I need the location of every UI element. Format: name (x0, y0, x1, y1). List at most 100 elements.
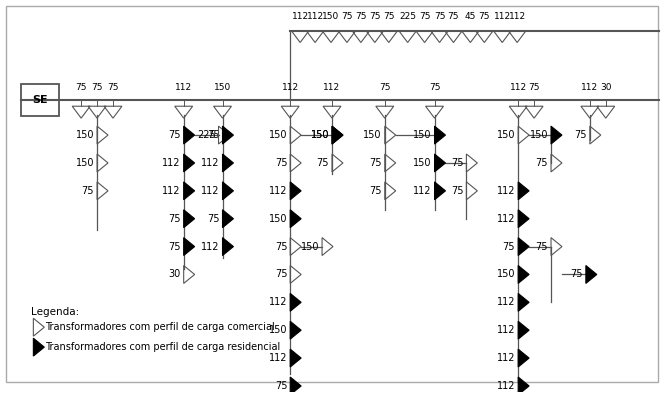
Text: 75: 75 (168, 130, 181, 140)
Text: SE: SE (33, 95, 48, 105)
Text: 75: 75 (419, 12, 430, 20)
Text: 75: 75 (451, 186, 464, 196)
Polygon shape (184, 210, 195, 228)
Polygon shape (518, 377, 529, 393)
Text: 75: 75 (369, 186, 382, 196)
Text: 112: 112 (175, 83, 192, 92)
Text: 225: 225 (399, 12, 416, 20)
Text: 112: 112 (496, 353, 515, 363)
Polygon shape (290, 321, 301, 339)
Bar (21, 84, 60, 116)
Text: 112: 112 (201, 242, 219, 252)
Text: 150: 150 (269, 130, 287, 140)
Polygon shape (435, 126, 446, 144)
Text: 75: 75 (379, 83, 391, 92)
Text: 150: 150 (76, 130, 94, 140)
Text: 150: 150 (363, 130, 382, 140)
Text: 112: 112 (494, 12, 511, 20)
Polygon shape (223, 210, 233, 228)
Polygon shape (184, 238, 195, 255)
Text: 75: 75 (355, 12, 367, 20)
Text: 45: 45 (465, 12, 476, 20)
Text: 75: 75 (369, 12, 381, 20)
Polygon shape (518, 349, 529, 367)
Polygon shape (184, 182, 195, 200)
Polygon shape (435, 154, 446, 172)
Polygon shape (586, 266, 597, 283)
Polygon shape (290, 182, 301, 200)
Text: 112: 112 (201, 186, 219, 196)
Text: 75: 75 (76, 83, 87, 92)
Text: 150: 150 (76, 158, 94, 168)
Text: 112: 112 (269, 186, 287, 196)
Text: 75: 75 (536, 158, 548, 168)
Text: 150: 150 (214, 83, 231, 92)
Text: 75: 75 (207, 214, 219, 224)
Text: 150: 150 (413, 158, 432, 168)
Text: 75: 75 (275, 158, 287, 168)
Text: 150: 150 (322, 12, 340, 20)
Text: 112: 112 (496, 381, 515, 391)
Text: 112: 112 (413, 186, 432, 196)
Text: 150: 150 (310, 130, 329, 140)
Text: 112: 112 (508, 12, 526, 20)
Text: 75: 75 (451, 158, 464, 168)
Polygon shape (435, 182, 446, 200)
Text: 150: 150 (413, 130, 432, 140)
Text: 75: 75 (575, 130, 587, 140)
Polygon shape (223, 126, 233, 144)
Text: Transformadores com perfil de carga residencial: Transformadores com perfil de carga resi… (45, 342, 280, 352)
Polygon shape (518, 238, 529, 255)
Polygon shape (290, 210, 301, 228)
Text: 75: 75 (341, 12, 353, 20)
Text: 75: 75 (536, 242, 548, 252)
Text: 112: 112 (510, 83, 527, 92)
Text: 75: 75 (92, 83, 103, 92)
Text: 75: 75 (448, 12, 459, 20)
Text: 112: 112 (496, 186, 515, 196)
Polygon shape (184, 154, 195, 172)
Text: 75: 75 (168, 214, 181, 224)
Text: 150: 150 (496, 130, 515, 140)
Polygon shape (223, 238, 233, 255)
Polygon shape (290, 293, 301, 311)
Polygon shape (332, 126, 343, 144)
Polygon shape (518, 293, 529, 311)
Polygon shape (518, 182, 529, 200)
Polygon shape (33, 338, 44, 356)
Text: 112: 112 (496, 298, 515, 307)
Text: Transformadores com perfil de carga comercial: Transformadores com perfil de carga come… (45, 322, 275, 332)
Text: 75: 75 (502, 242, 515, 252)
Text: Legenda:: Legenda: (31, 307, 80, 317)
Text: 75: 75 (275, 242, 287, 252)
Text: 30: 30 (169, 270, 181, 279)
Polygon shape (551, 126, 562, 144)
Text: 75: 75 (429, 83, 440, 92)
Text: 150: 150 (269, 214, 287, 224)
Text: 75: 75 (316, 158, 329, 168)
Text: 75: 75 (82, 186, 94, 196)
Text: 75: 75 (529, 83, 540, 92)
Text: 75: 75 (571, 270, 583, 279)
Text: 75: 75 (383, 12, 395, 20)
Polygon shape (332, 126, 343, 144)
Text: 112: 112 (162, 186, 181, 196)
Polygon shape (290, 349, 301, 367)
Text: 75: 75 (207, 130, 219, 140)
Text: 112: 112 (292, 12, 308, 20)
Polygon shape (518, 321, 529, 339)
Polygon shape (518, 210, 529, 228)
Text: 150: 150 (300, 242, 319, 252)
Text: 112: 112 (496, 214, 515, 224)
Polygon shape (184, 126, 195, 144)
Text: 112: 112 (323, 83, 341, 92)
Text: 150: 150 (496, 270, 515, 279)
Text: 112: 112 (269, 353, 287, 363)
Text: 112: 112 (282, 83, 299, 92)
Polygon shape (223, 182, 233, 200)
Text: 225: 225 (197, 130, 215, 140)
Polygon shape (290, 377, 301, 393)
Polygon shape (223, 154, 233, 172)
Text: 112: 112 (162, 158, 181, 168)
Text: 112: 112 (496, 325, 515, 335)
